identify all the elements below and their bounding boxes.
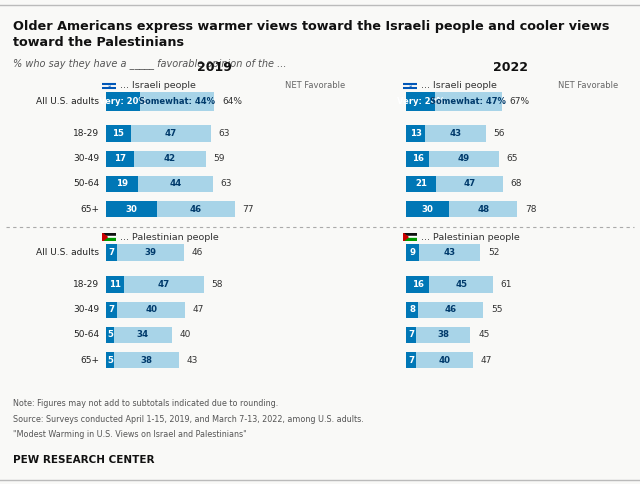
Text: 65: 65 (506, 154, 518, 163)
Text: 21: 21 (415, 180, 428, 188)
Text: 56: 56 (493, 129, 505, 138)
Text: % who say they have a _____ favorable opinion of the ...: % who say they have a _____ favorable op… (13, 58, 286, 69)
Text: 47: 47 (481, 356, 492, 364)
Text: 48: 48 (477, 205, 490, 213)
Text: 19: 19 (116, 180, 128, 188)
Text: 47: 47 (193, 305, 204, 314)
Text: 9: 9 (410, 248, 416, 257)
Text: Somewhat: 47%: Somewhat: 47% (430, 97, 506, 106)
Text: 40: 40 (179, 331, 191, 339)
Text: 34: 34 (137, 331, 149, 339)
Text: 2019: 2019 (197, 60, 232, 74)
Text: All U.S. adults: All U.S. adults (36, 97, 99, 106)
Text: 44: 44 (169, 180, 181, 188)
Text: 38: 38 (140, 356, 152, 364)
Bar (102, 233, 116, 236)
Text: ✡: ✡ (108, 84, 111, 88)
Text: 59: 59 (213, 154, 225, 163)
Text: 5: 5 (107, 331, 113, 339)
Bar (403, 239, 417, 241)
Text: 77: 77 (243, 205, 254, 213)
Polygon shape (403, 233, 408, 241)
Text: 64%: 64% (222, 97, 242, 106)
Text: 45: 45 (478, 331, 490, 339)
Text: 15: 15 (113, 129, 124, 138)
Text: Very: 20%: Very: 20% (99, 97, 147, 106)
Text: ... Palestinian people: ... Palestinian people (421, 233, 520, 242)
Text: 67%: 67% (509, 97, 529, 106)
Text: 39: 39 (145, 248, 157, 257)
Text: 58: 58 (212, 280, 223, 289)
Text: 65+: 65+ (80, 356, 99, 364)
Text: 7: 7 (408, 356, 415, 364)
Text: 46: 46 (189, 205, 202, 213)
Text: 50-64: 50-64 (73, 331, 99, 339)
Text: 30-49: 30-49 (73, 305, 99, 314)
Polygon shape (102, 233, 108, 241)
Text: 43: 43 (444, 248, 456, 257)
Text: 7: 7 (408, 331, 415, 339)
Text: Note: Figures may not add to subtotals indicated due to rounding.: Note: Figures may not add to subtotals i… (13, 399, 278, 408)
Text: 68: 68 (511, 180, 522, 188)
Text: 30: 30 (125, 205, 137, 213)
Text: 5: 5 (107, 356, 113, 364)
Text: 43: 43 (186, 356, 198, 364)
Text: 65+: 65+ (80, 205, 99, 213)
Text: NET Favorable: NET Favorable (285, 81, 345, 90)
Text: PEW RESEARCH CENTER: PEW RESEARCH CENTER (13, 454, 154, 465)
Text: 30: 30 (422, 205, 434, 213)
Text: 49: 49 (458, 154, 470, 163)
Text: 16: 16 (412, 280, 424, 289)
Text: 46: 46 (444, 305, 456, 314)
Text: Source: Surveys conducted April 1-15, 2019, and March 7-13, 2022, among U.S. adu: Source: Surveys conducted April 1-15, 20… (13, 415, 364, 424)
Text: 38: 38 (437, 331, 449, 339)
Text: 63: 63 (218, 129, 230, 138)
Text: 61: 61 (501, 280, 513, 289)
Text: Somewhat: 44%: Somewhat: 44% (139, 97, 215, 106)
Text: 18-29: 18-29 (73, 280, 99, 289)
Text: 2022: 2022 (493, 60, 528, 74)
Text: "Modest Warming in U.S. Views on Israel and Palestinians": "Modest Warming in U.S. Views on Israel … (13, 430, 246, 439)
Text: 17: 17 (114, 154, 126, 163)
Text: 50-64: 50-64 (73, 180, 99, 188)
Text: 52: 52 (488, 248, 499, 257)
Text: Very: 20%: Very: 20% (397, 97, 445, 106)
Text: 16: 16 (412, 154, 424, 163)
Text: ✡: ✡ (408, 84, 412, 88)
Text: 7: 7 (108, 248, 115, 257)
Text: 63: 63 (220, 180, 232, 188)
Text: 18-29: 18-29 (73, 129, 99, 138)
Bar (102, 236, 116, 239)
Text: NET Favorable: NET Favorable (558, 81, 618, 90)
Text: 13: 13 (410, 129, 422, 138)
Text: 11: 11 (109, 280, 121, 289)
Text: ... Palestinian people: ... Palestinian people (120, 233, 219, 242)
Bar (102, 239, 116, 241)
Text: 40: 40 (145, 305, 157, 314)
Text: 7: 7 (108, 305, 115, 314)
Text: 47: 47 (463, 180, 476, 188)
Text: All U.S. adults: All U.S. adults (36, 248, 99, 257)
Text: 47: 47 (165, 129, 177, 138)
Text: Older Americans express warmer views toward the Israeli people and cooler views
: Older Americans express warmer views tow… (13, 20, 609, 49)
Text: 45: 45 (455, 280, 467, 289)
Text: 43: 43 (449, 129, 461, 138)
Bar (403, 236, 417, 239)
Text: 78: 78 (525, 205, 536, 213)
Text: 47: 47 (158, 280, 170, 289)
Text: 42: 42 (164, 154, 176, 163)
Text: ... Israeli people: ... Israeli people (421, 81, 497, 90)
Text: 55: 55 (491, 305, 502, 314)
Text: 8: 8 (409, 305, 415, 314)
Text: 40: 40 (439, 356, 451, 364)
Text: 46: 46 (191, 248, 203, 257)
Bar (403, 233, 417, 236)
Text: ... Israeli people: ... Israeli people (120, 81, 196, 90)
Text: 30-49: 30-49 (73, 154, 99, 163)
